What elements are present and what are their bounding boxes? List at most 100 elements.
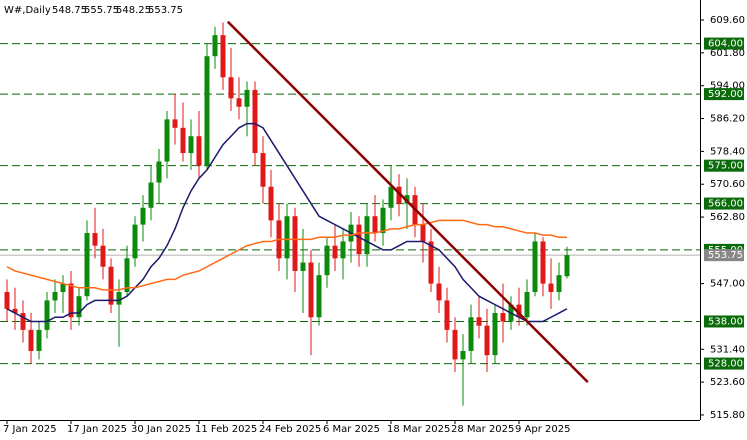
candle-body — [76, 296, 82, 318]
candle-body — [316, 275, 322, 318]
x-tick-label: 6 Mar 2025 — [323, 424, 380, 435]
candle-body — [100, 245, 106, 267]
y-tick-label: 601.80 — [710, 48, 745, 59]
candle-body — [244, 89, 250, 107]
x-tick-label: 28 Mar 2025 — [451, 424, 514, 435]
candle-body — [252, 89, 258, 154]
header-high: 555.75 — [84, 5, 119, 16]
candle-body — [452, 329, 458, 360]
y-tick-label: 515.80 — [710, 410, 745, 421]
candle-body — [140, 207, 146, 225]
level-label: 592.00 — [708, 89, 743, 100]
candle-body — [188, 136, 194, 154]
candle-body — [500, 313, 506, 322]
candle-body — [68, 283, 74, 318]
candle-body — [300, 262, 306, 271]
header-low: 548.25 — [116, 5, 151, 16]
x-tick-label: 7 Jan 2025 — [3, 424, 57, 435]
candle-body — [164, 119, 170, 162]
x-tick-label: 11 Feb 2025 — [195, 424, 257, 435]
candle-body — [492, 313, 498, 356]
candle-body — [196, 136, 202, 166]
header-open: 548.75 — [52, 5, 87, 16]
candle-body — [548, 283, 554, 292]
candle-body — [356, 224, 362, 255]
candle-body — [268, 186, 274, 221]
level-tag — [704, 357, 744, 370]
header-close: 553.75 — [148, 5, 183, 16]
candle-body — [396, 186, 402, 204]
candle-body — [12, 308, 18, 314]
candle-body — [228, 77, 234, 99]
candle-body — [116, 292, 122, 305]
candle-body — [260, 153, 266, 187]
y-tick-label: 531.40 — [710, 344, 745, 355]
candle-body — [372, 216, 378, 234]
moving-average — [6, 122, 568, 323]
level-tag — [704, 159, 744, 172]
candle-body — [284, 216, 290, 259]
candle-body — [532, 241, 538, 292]
y-tick-label: 578.40 — [710, 146, 745, 157]
y-tick-label: 594.00 — [710, 81, 745, 92]
candle-body — [28, 329, 34, 351]
level-label: 538.00 — [708, 316, 743, 327]
candle-body — [148, 182, 154, 208]
plot — [0, 20, 700, 406]
candle-body — [220, 35, 226, 78]
candle-body — [20, 313, 26, 330]
candle-body — [468, 317, 474, 351]
y-tick-label: 562.80 — [710, 212, 745, 223]
candle-body — [444, 300, 450, 330]
x-tick-label: 24 Feb 2025 — [259, 424, 321, 435]
symbol: W#,Daily — [4, 5, 51, 16]
price-tag — [704, 249, 744, 262]
level-label: 604.00 — [708, 39, 743, 50]
trendline — [226, 20, 589, 383]
x-tick-label: 18 Mar 2025 — [387, 424, 450, 435]
price-label: 553.75 — [708, 250, 743, 261]
candle-body — [308, 262, 314, 318]
candle-body — [388, 186, 394, 208]
level-label: 575.00 — [708, 161, 743, 172]
level-tag — [704, 197, 744, 210]
candle-body — [36, 329, 42, 351]
candle-body — [428, 241, 434, 284]
level-tag — [704, 315, 744, 328]
candle-body — [172, 119, 178, 128]
candle-body — [324, 245, 330, 276]
y-tick-label: 523.60 — [710, 377, 745, 388]
candle-body — [204, 56, 210, 166]
candle-body — [332, 245, 338, 259]
candle-body — [44, 300, 50, 330]
x-tick-label: 9 Apr 2025 — [515, 424, 570, 435]
candle-body — [84, 233, 90, 297]
candle-body — [516, 304, 522, 318]
candle-body — [292, 216, 298, 271]
candle-body — [52, 292, 58, 301]
candle-body — [4, 292, 10, 309]
candle-body — [556, 275, 562, 292]
level-label: 566.00 — [708, 199, 743, 210]
candle-body — [540, 241, 546, 284]
y-tick-label: 570.60 — [710, 179, 745, 190]
candle-body — [212, 35, 218, 57]
candle-body — [124, 258, 130, 292]
x-tick-label: 17 Jan 2025 — [67, 424, 127, 435]
candle-body — [380, 207, 386, 234]
y-tick-label: 586.20 — [710, 114, 745, 125]
candle-body — [524, 292, 530, 318]
moving-average — [6, 219, 567, 291]
candle-body — [156, 161, 162, 183]
candle-body — [92, 233, 98, 246]
candle-body — [340, 241, 346, 259]
candle-body — [364, 216, 370, 255]
candle-body — [476, 317, 482, 326]
level-label: 528.00 — [708, 359, 743, 370]
y-tick-label: 609.60 — [710, 15, 745, 26]
candle-body — [108, 266, 114, 305]
candle-body — [484, 325, 490, 356]
level-tag — [704, 37, 744, 50]
candle-body — [460, 350, 466, 360]
